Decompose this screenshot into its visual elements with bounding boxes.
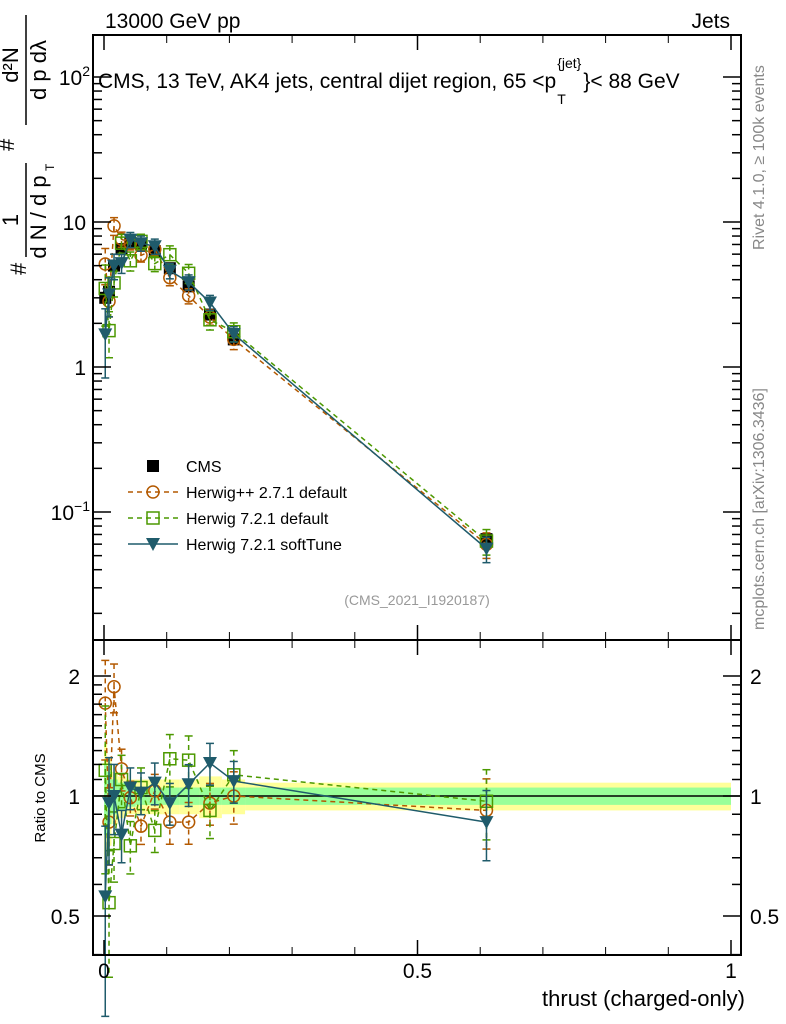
y-tick-label: 10−1 xyxy=(51,498,91,525)
legend-marker xyxy=(146,511,160,525)
plot-title-main: CMS, 13 TeV, AK4 jets, central dijet reg… xyxy=(98,70,556,93)
data-point xyxy=(162,264,177,278)
series-triangle xyxy=(98,231,494,1018)
y-label-frac1-den: d N / d p xyxy=(26,175,51,258)
legend-label: Herwig++ 2.7.1 default xyxy=(186,485,348,502)
data-point xyxy=(147,240,162,254)
plot-title-end: }< 88 GeV xyxy=(583,70,679,93)
ratio-tick-label: 2 xyxy=(750,666,762,689)
data-point xyxy=(133,237,148,251)
ratio-tick-label: 2 xyxy=(68,666,80,689)
ratio-data-point xyxy=(203,803,217,818)
series-layer xyxy=(98,216,494,1018)
mcplots-text: mcplots.cern.ch [arXiv:1306.3436] xyxy=(751,388,768,630)
data-point xyxy=(226,327,241,341)
data-point xyxy=(163,247,177,262)
ratio-data-point xyxy=(107,790,122,803)
axis-ticks: 0 0.5 1 102 10 1 10−1 2 2 1 1 0.5 0.5 xyxy=(51,35,779,983)
ratio-data-point xyxy=(98,890,113,904)
ratio-data-point xyxy=(123,839,138,853)
y-label-hash: # xyxy=(0,138,19,151)
y-axis-label: # 1 d N / d p T # d²N d p dλ xyxy=(0,15,57,275)
ratio-data-point xyxy=(134,819,148,833)
ratio-data-point xyxy=(98,763,113,778)
x-tick-label: 0.5 xyxy=(403,960,432,983)
y-tick-label: 10 xyxy=(63,212,86,235)
ratio-data-point xyxy=(226,775,241,789)
ratio-series-line xyxy=(104,757,487,903)
analysis-watermark: (CMS_2021_I1920187) xyxy=(344,592,490,608)
ratio-data-point xyxy=(181,815,196,829)
ratio-y-label: Ratio to CMS xyxy=(32,753,49,842)
data-point xyxy=(98,328,113,342)
y-label-frac2-den: d p dλ xyxy=(26,40,51,100)
plot-title: CMS, 13 TeV, AK4 jets, central dijet reg… xyxy=(98,55,680,107)
header-left: 13000 GeV pp xyxy=(105,10,240,33)
rivet-version-text: Rivet 4.1.0, ≥ 100k events xyxy=(751,65,768,250)
data-point xyxy=(114,236,129,250)
ratio-data-point xyxy=(162,797,177,811)
data-point xyxy=(202,296,217,310)
y-tick-label: 1 xyxy=(74,357,86,380)
data-point xyxy=(181,276,196,290)
ratio-series-line xyxy=(104,686,487,829)
x-axis-label: thrust (charged-only) xyxy=(542,986,745,1011)
data-point xyxy=(107,259,122,273)
legend-marker xyxy=(146,538,160,551)
ratio-data-point xyxy=(479,816,494,830)
x-tick-label: 0 xyxy=(98,960,110,983)
plot-title-subscript: T xyxy=(557,91,566,107)
data-point xyxy=(102,288,117,302)
y-label-frac2-num: d²N xyxy=(0,47,23,82)
main-series-line xyxy=(104,238,487,550)
y-label-hash: # xyxy=(6,262,31,275)
x-tick-label: 1 xyxy=(725,960,737,983)
data-point xyxy=(479,542,494,556)
data-point xyxy=(114,257,129,271)
legend-marker xyxy=(147,460,159,472)
ratio-data-point xyxy=(102,895,116,910)
ratio-tick-label: 0.5 xyxy=(51,906,80,929)
ratio-data-point xyxy=(114,772,129,787)
legend-label: CMS xyxy=(186,459,222,476)
ratio-data-point xyxy=(181,778,196,792)
ratio-data-point xyxy=(123,781,138,795)
data-point xyxy=(203,313,217,327)
legend-label: Herwig 7.2.1 softTune xyxy=(186,537,342,554)
legend: CMS Herwig++ 2.7.1 default Herwig 7.2.1 de… xyxy=(128,459,348,554)
ratio-tick-label: 1 xyxy=(750,786,762,809)
ratio-data-point xyxy=(102,797,117,811)
y-label-subscript: T xyxy=(43,163,57,171)
data-point xyxy=(148,256,162,271)
ratio-data-point xyxy=(202,757,217,771)
data-point xyxy=(107,219,121,233)
ratio-data-point xyxy=(147,776,162,790)
ratio-data-point xyxy=(133,786,148,800)
legend-marker xyxy=(146,485,160,499)
data-point xyxy=(123,233,138,247)
y-label-frac1-num: 1 xyxy=(0,214,23,226)
ratio-tick-label: 1 xyxy=(68,786,80,809)
plot-title-superscript: {jet} xyxy=(557,55,581,71)
ratio-tick-label: 0.5 xyxy=(750,906,779,929)
ratio-data-point xyxy=(163,752,177,766)
ratio-data-point xyxy=(114,828,129,842)
ratio-uncertainty-bands xyxy=(93,744,741,871)
header-right: Jets xyxy=(691,10,730,33)
legend-label: Herwig 7.2.1 default xyxy=(186,511,329,528)
ratio-data-point xyxy=(148,823,162,838)
y-tick-label: 102 xyxy=(59,63,90,90)
ratio-data-point xyxy=(107,679,121,694)
